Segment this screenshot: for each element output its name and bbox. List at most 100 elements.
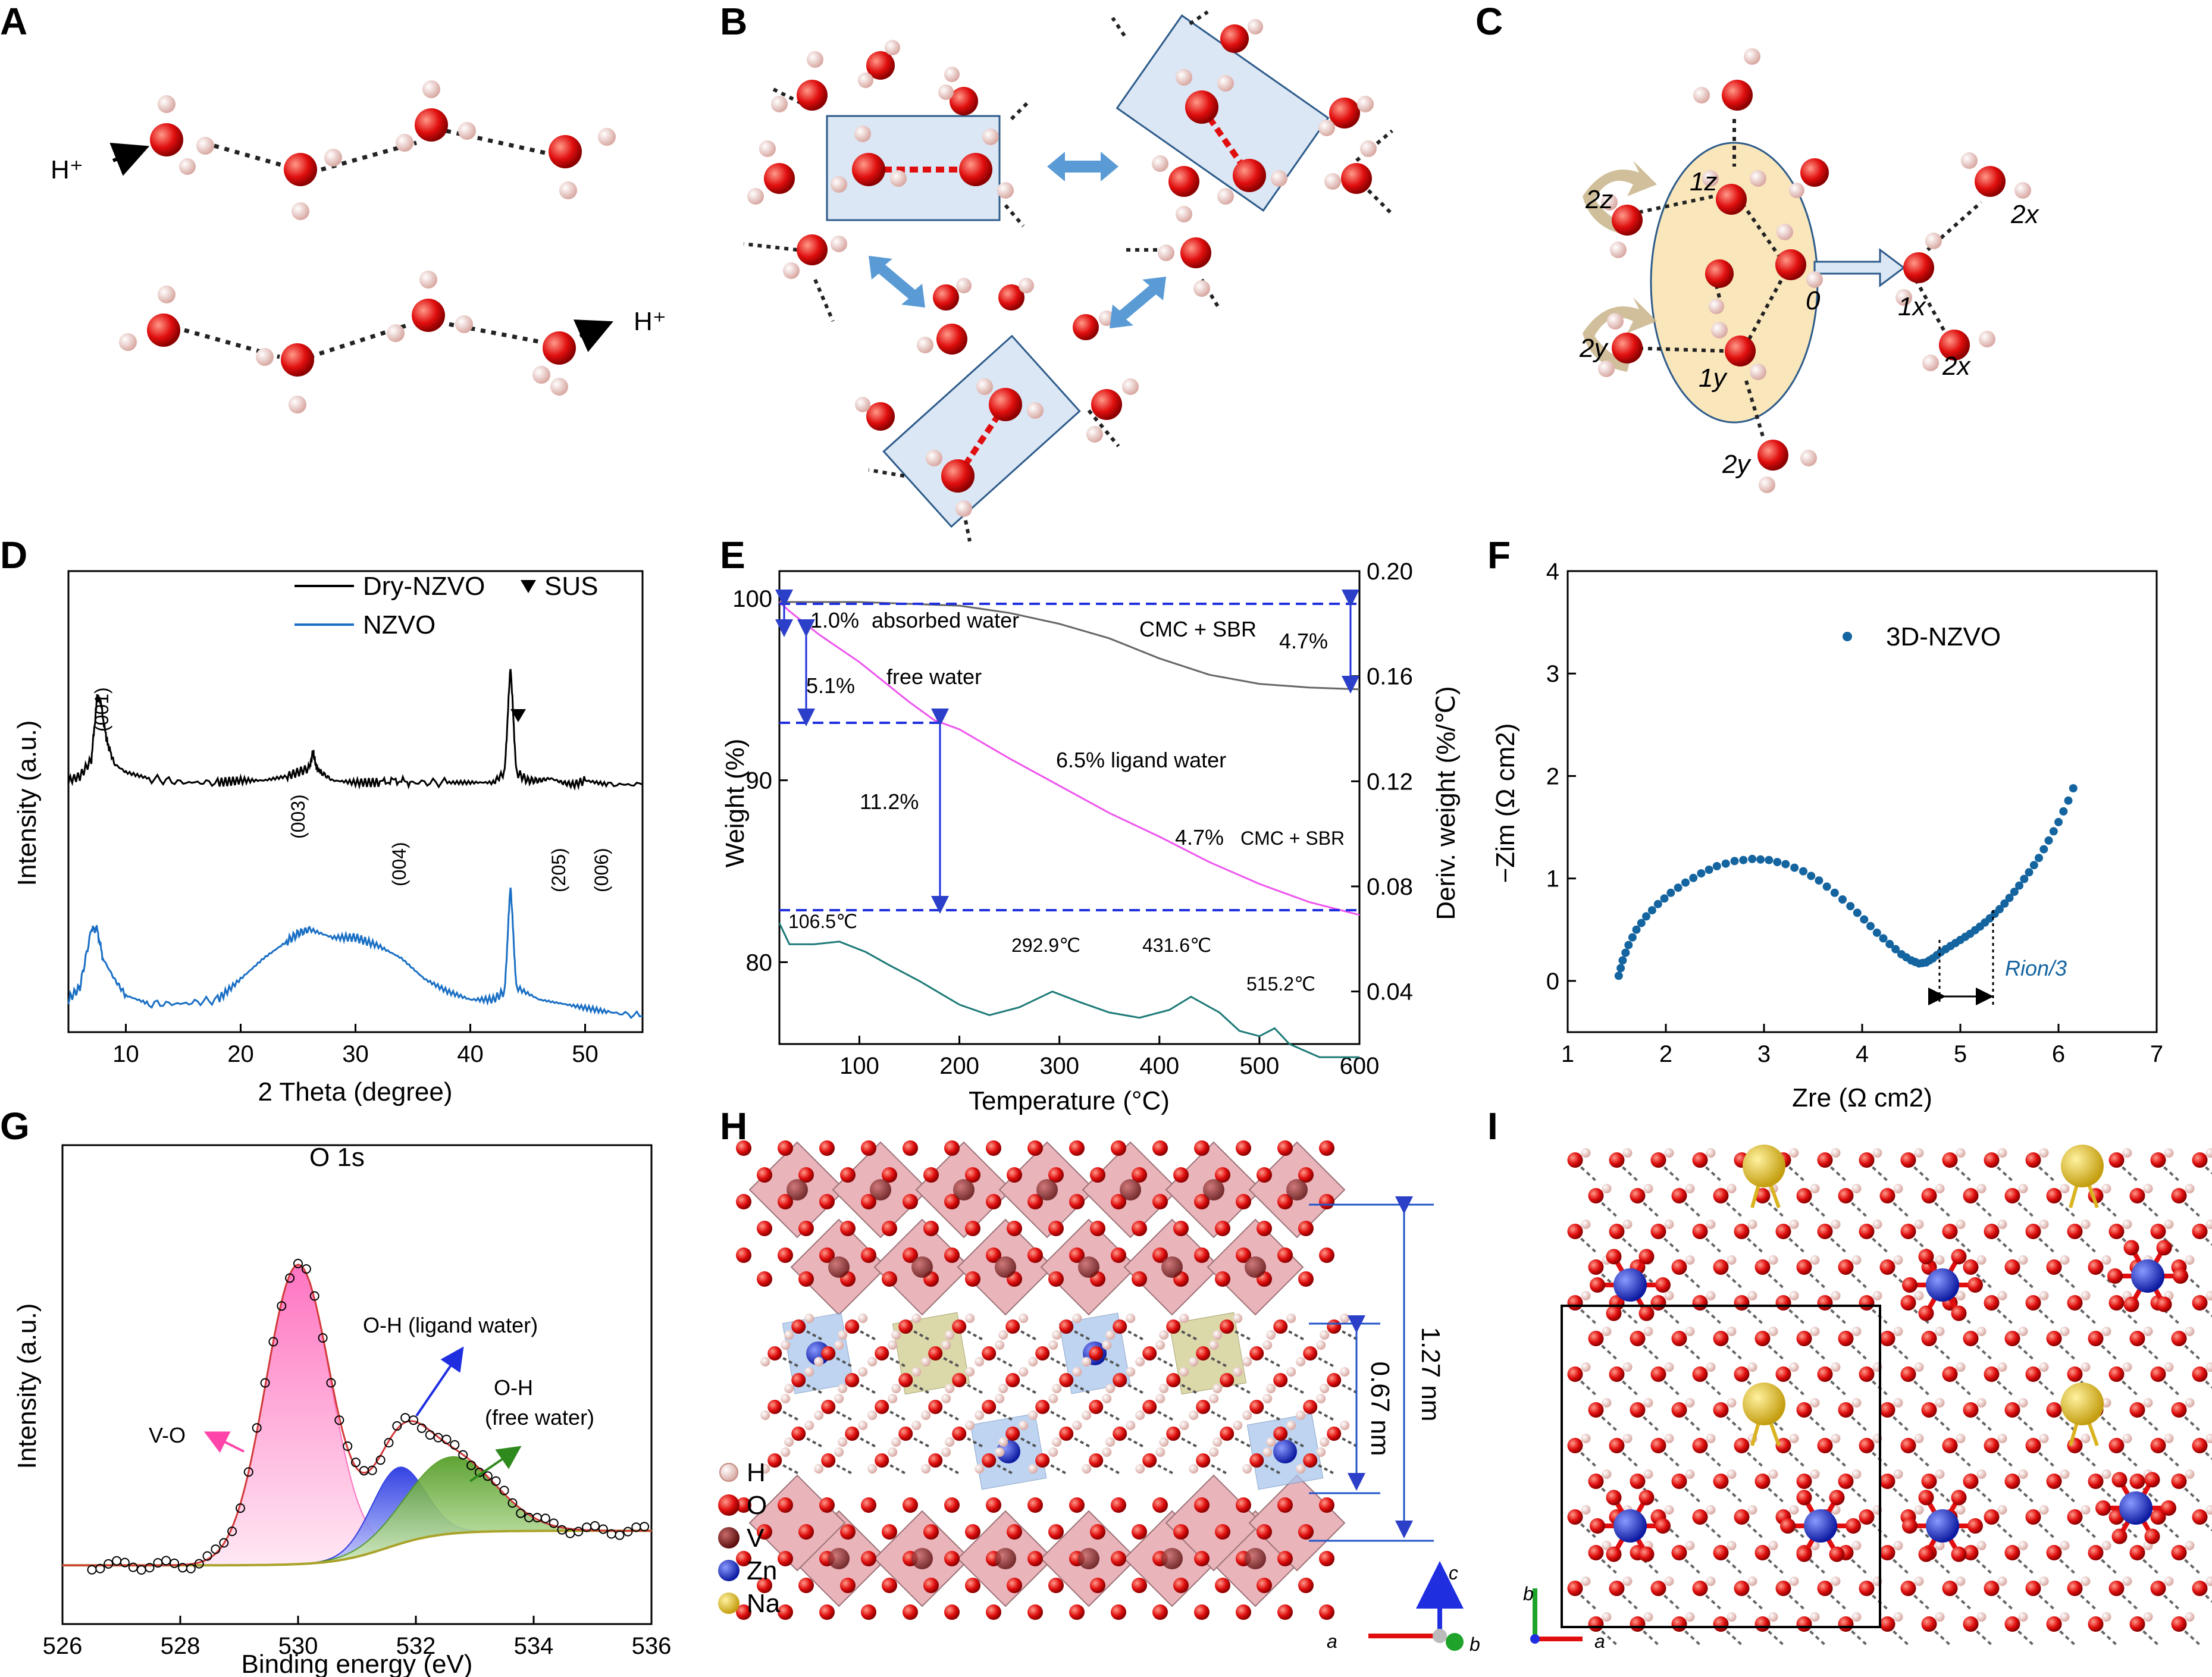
i-h-atom (1602, 1469, 1612, 1479)
h-water-o (1327, 1319, 1342, 1334)
h-o-atom (1152, 1247, 1168, 1263)
h-water-o (982, 1453, 997, 1468)
h-water-h (888, 1447, 898, 1457)
h-water-o (1035, 1346, 1050, 1361)
h-o-atom (1111, 1551, 1126, 1566)
f-legend: 3D-NZVO (1886, 622, 2001, 651)
f-xtick-label: 6 (2052, 1041, 2065, 1067)
i-hbond (1622, 1452, 1638, 1467)
xps-raw-point (334, 1415, 344, 1425)
h-o-atom (840, 1578, 856, 1593)
h-o-atom (944, 1140, 960, 1156)
h-water-o (1196, 1346, 1211, 1361)
i-h-atom (2164, 1434, 2174, 1443)
panel-a-proton-chains: H⁺ H⁺ (51, 80, 666, 413)
xps-raw-point (227, 1526, 237, 1537)
i-hbond (1913, 1594, 1929, 1610)
legend-sus-marker (521, 580, 536, 593)
i-o-atom (2161, 1500, 2176, 1516)
h-o-atom (944, 1497, 960, 1513)
h-water-h (945, 1330, 955, 1340)
i-o-atom (2111, 1472, 2128, 1488)
h-water-h (804, 1314, 814, 1323)
i-hbond (1747, 1237, 1763, 1253)
h-water-h (975, 1464, 985, 1474)
i-o-atom (1963, 1474, 1979, 1489)
i-hbond (1809, 1559, 1825, 1574)
e-ytick-label: 80 (746, 949, 773, 976)
e-label-cmc-upper: CMC + SBR (1139, 617, 1257, 641)
i-h-atom (2039, 1434, 2049, 1443)
panel-label-b: B (720, 0, 747, 43)
i-o-atom (2108, 1224, 2125, 1239)
h-o-atom (965, 1524, 980, 1540)
i-h-atom (2060, 1612, 2070, 1622)
eis-point (1621, 948, 1630, 957)
i-h-atom (2185, 1612, 2195, 1622)
h-water-h (834, 1447, 844, 1457)
e-ytick-right-label: 0.16 (1367, 664, 1413, 690)
i-o-atom (1630, 1331, 1646, 1346)
h-o-atom (1111, 1247, 1126, 1263)
h-o-atom (736, 1247, 751, 1263)
i-hbond (1851, 1344, 1867, 1360)
eis-point (1748, 854, 1757, 863)
i-o-atom (1692, 1509, 1708, 1525)
i-o-atom (1713, 1188, 1729, 1203)
i-hbond (1788, 1594, 1804, 1610)
i-hbond (2163, 1166, 2179, 1181)
h-hbond (1020, 1437, 1038, 1448)
i-o-atom (1829, 1546, 1845, 1562)
i-o-atom (1918, 1546, 1934, 1562)
i-h-atom (2185, 1255, 2195, 1265)
i-o-atom (2025, 1438, 2041, 1453)
i-hbond (1705, 1380, 1721, 1396)
h-dim-large: 1.27 nm (1416, 1327, 1445, 1422)
h-water-h (965, 1421, 975, 1430)
h-o-atom (1215, 1524, 1230, 1540)
i-hbond (1976, 1416, 1992, 1431)
h-o-atom (757, 1167, 772, 1183)
i-h-atom (1810, 1327, 1820, 1336)
i-h-atom (1997, 1362, 2007, 1372)
i-hbond (2059, 1416, 2075, 1431)
i-o-atom (1630, 1188, 1646, 1203)
xps-raw-point (120, 1557, 130, 1568)
i-h-atom (2143, 1398, 2153, 1408)
legend-sus: SUS (544, 572, 598, 601)
h-o-atom (778, 1247, 793, 1263)
h-o-atom (798, 1221, 814, 1236)
h-water-h (867, 1464, 878, 1474)
h-hbond (806, 1437, 823, 1448)
h-o-atom (1194, 1497, 1210, 1513)
h-o-atom (944, 1604, 960, 1620)
h-v-atom (1036, 1179, 1058, 1200)
panel-label-i: I (1487, 1105, 1498, 1148)
i-hbond (1872, 1237, 1888, 1253)
i-hbond (1705, 1309, 1721, 1324)
h-water-h (1102, 1447, 1112, 1457)
d-peak-205: (205) (548, 848, 569, 892)
eis-point (2029, 861, 2038, 870)
h-hbond (1288, 1330, 1305, 1341)
i-h-atom (2018, 1327, 2028, 1336)
h-o-atom (861, 1551, 876, 1566)
i-o-atom (1900, 1152, 1916, 1168)
eis-point (1730, 857, 1739, 866)
h-water-o (1166, 1373, 1181, 1387)
h-water-h (1102, 1394, 1112, 1403)
h-water-h (1126, 1314, 1136, 1323)
i-o-atom (2129, 1616, 2145, 1632)
i-o-atom (2067, 1438, 2083, 1453)
h-o-atom (1277, 1194, 1293, 1209)
i-h-atom (1976, 1541, 1987, 1550)
h-o-atom (882, 1524, 897, 1540)
i-o-atom (1817, 1295, 1833, 1311)
h-water-o (1005, 1373, 1020, 1387)
h-water-h (858, 1367, 868, 1377)
i-h-atom (2101, 1612, 2111, 1622)
i-o-atom (1567, 1152, 1583, 1168)
d-xtick-label: 30 (342, 1041, 369, 1067)
h-hbond (1342, 1330, 1359, 1341)
i-h-atom (2205, 1148, 2212, 1158)
